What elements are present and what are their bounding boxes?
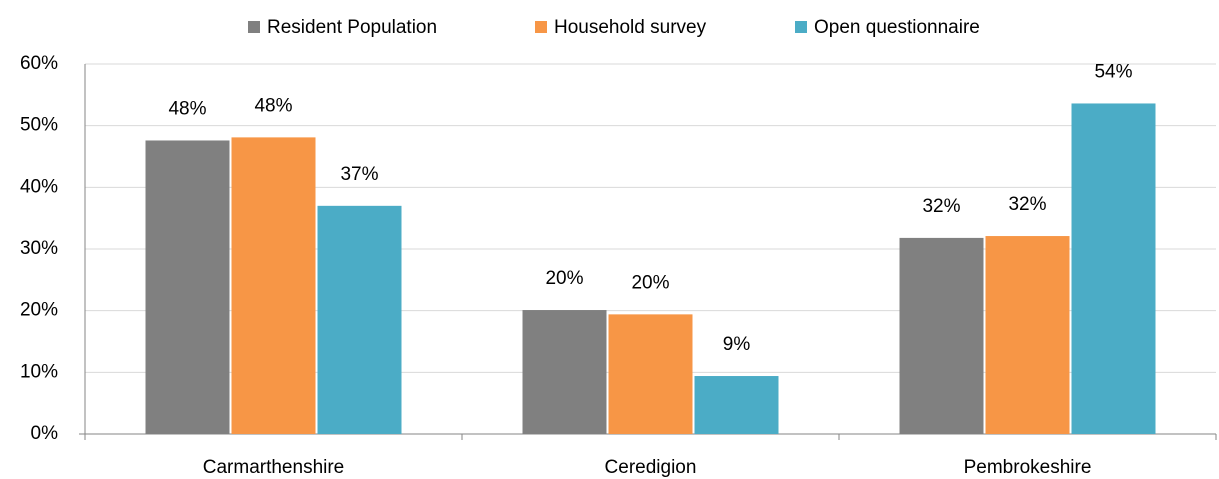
value-label: 48% [168,98,206,119]
legend-swatch [795,21,807,33]
value-label: 32% [1008,194,1046,215]
y-tick-label: 10% [20,361,58,382]
bar [231,137,316,434]
legend-swatch [248,21,260,33]
bar [145,140,230,434]
x-tick-label: Ceredigion [605,457,697,478]
value-label: 54% [1094,61,1132,82]
value-label: 9% [723,334,751,355]
y-tick-label: 20% [20,300,58,321]
bar [694,376,779,434]
value-label: 32% [922,196,960,217]
x-tick-label: Pembrokeshire [964,457,1092,478]
x-tick-label: Carmarthenshire [203,457,345,478]
bar [899,237,984,434]
y-tick-label: 40% [20,176,58,197]
bar [522,310,607,434]
legend-label: Open questionnaire [814,17,980,38]
bar [1071,103,1156,434]
bar [317,205,402,434]
value-label: 48% [254,95,292,116]
legend-swatch [535,21,547,33]
legend-label: Household survey [554,17,707,38]
bar [608,314,693,434]
y-tick-label: 50% [20,115,58,136]
bar [985,236,1070,434]
value-label: 20% [631,272,669,293]
y-tick-label: 0% [31,423,59,444]
legend-label: Resident Population [267,17,437,38]
y-tick-label: 30% [20,238,58,259]
value-label: 37% [340,164,378,185]
value-label: 20% [545,268,583,289]
y-tick-label: 60% [20,53,58,74]
